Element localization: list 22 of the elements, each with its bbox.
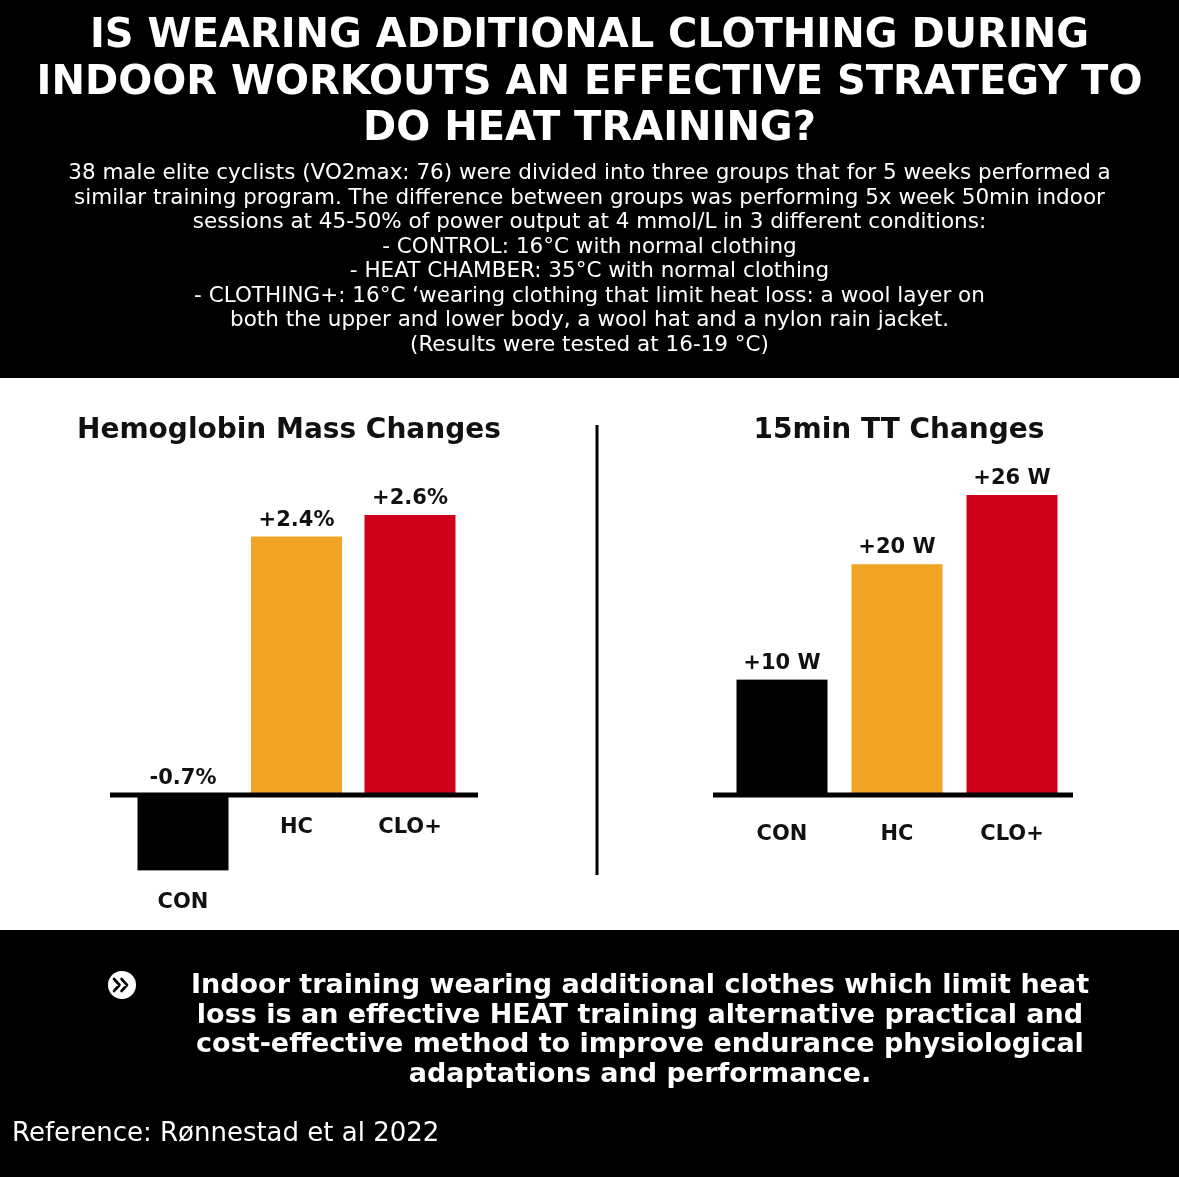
text: - HEAT CHAMBER: 35°C with normal clothing (349, 257, 830, 282)
data-label: +2.4% (258, 506, 335, 531)
x-tick-label: CLO+ (378, 814, 442, 838)
text: - CLOTHING+: 16°C ‘wearing clothing that limit heat loss: a wool layer on both the upper and lower body, a wool hat and a nylon rain jacket. (194, 281, 985, 331)
text: IS WEARING ADDITIONAL CLOTHING DURING INDOOR WORKOUTS AN EFFECTIVE STRATEGY TO DO HEAT TRAINING? (36, 10, 1143, 149)
x-tick-label: CLO+ (980, 821, 1044, 845)
text: Reference: Rønnestad et al 2022 (12, 1117, 440, 1147)
chart-title: 15min TT Changes (753, 412, 1045, 445)
data-label: +26 W (973, 465, 1051, 489)
x-tick-label: CON (756, 821, 808, 845)
x-tick-label: CON (157, 889, 209, 914)
data-label: +10 W (743, 649, 821, 674)
text: - CONTROL: 16°C with normal clothing (382, 232, 797, 258)
text: Indoor training wearing additional clothes which limit heat loss is an effective HEAT training alternative practical and cost-effective method to improve endurance physiological adaptations and performance. (190, 968, 1090, 1088)
text: (Results were tested at 16-19 °C) (410, 330, 769, 356)
text: 38 male elite cyclists (VO2max: 76) were divided into three groups that for 5 weeks performed a similar training program. The difference between groups was performing 5x week 50min indoor sessions at 45-50% of power output at 4 mmol/L in 3 different conditions: (68, 159, 1111, 233)
data-label: +20 W (858, 534, 936, 559)
x-tick-label: HC (880, 821, 914, 845)
data-label: -0.7% (149, 765, 217, 789)
x-tick-label: HC (280, 814, 313, 838)
data-label: +2.6% (372, 485, 448, 509)
chart-title: Hemoglobin Mass Changes (77, 412, 501, 445)
